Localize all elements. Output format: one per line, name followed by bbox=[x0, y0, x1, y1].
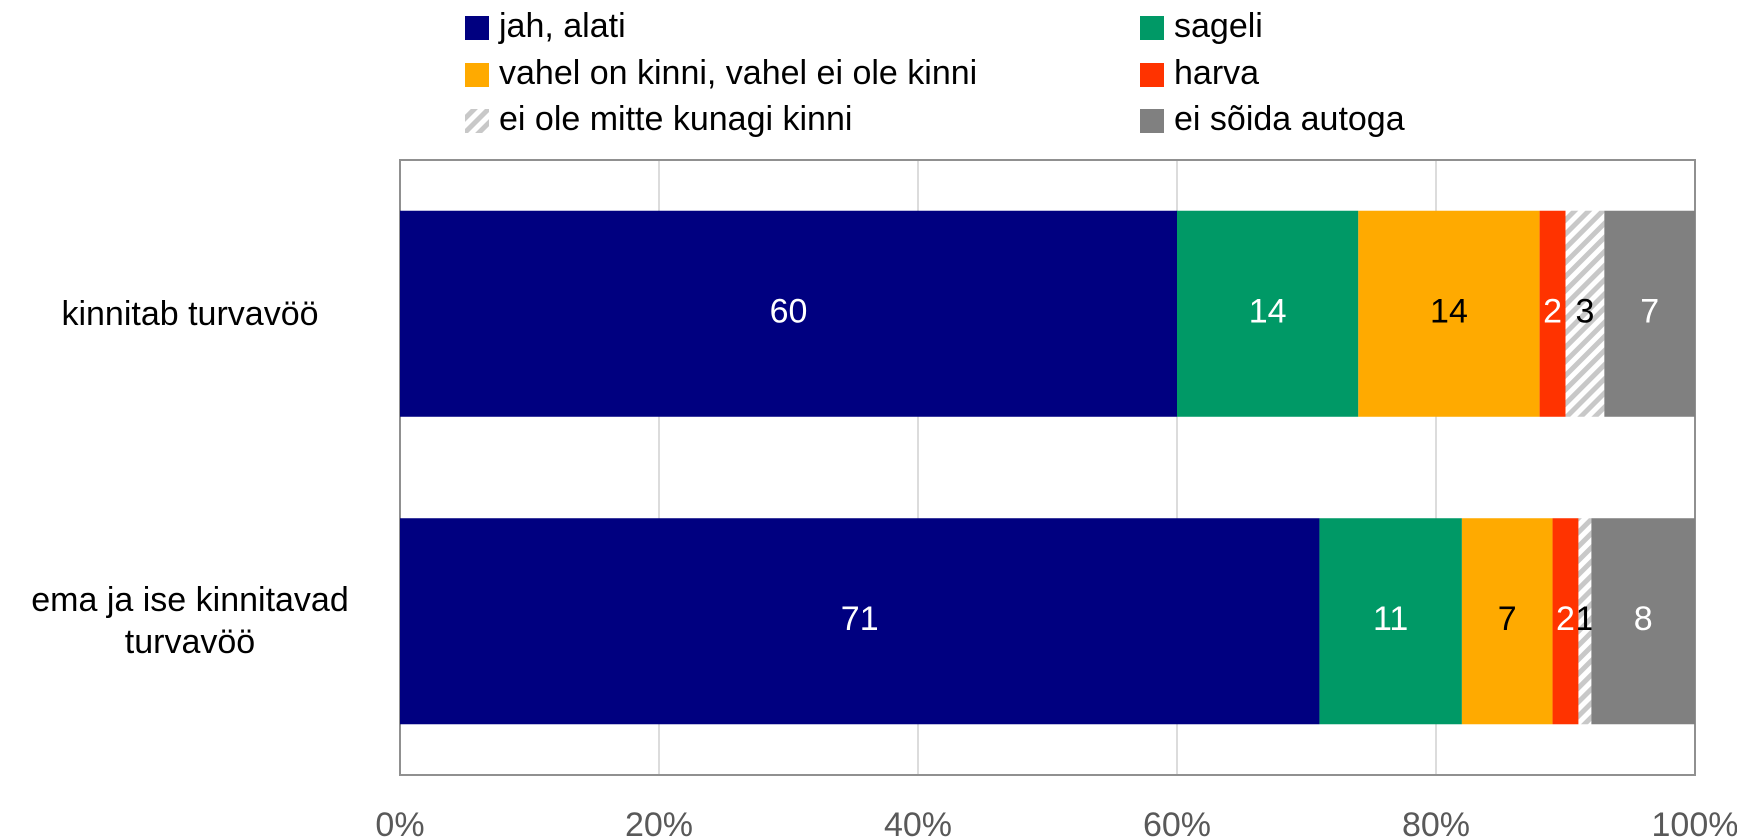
legend-swatch bbox=[465, 109, 489, 133]
legend-label: vahel on kinni, vahel ei ole kinni bbox=[499, 54, 977, 92]
bar-segment bbox=[1604, 210, 1695, 417]
value-label: 8 bbox=[1634, 600, 1653, 638]
value-label: 1 bbox=[1575, 600, 1594, 638]
x-tick-label: 40% bbox=[884, 806, 952, 840]
legend-swatch bbox=[1140, 109, 1164, 133]
category-label: ema ja ise kinnitavad turvavöö bbox=[31, 581, 349, 662]
value-label: 3 bbox=[1575, 293, 1594, 331]
x-tick-label: 0% bbox=[375, 806, 424, 840]
value-label: 14 bbox=[1430, 293, 1468, 331]
plot-frame bbox=[399, 159, 1696, 776]
bar-segment bbox=[1591, 518, 1695, 725]
legend-label: ei ole mitte kunagi kinni bbox=[499, 100, 852, 138]
value-label: 71 bbox=[841, 600, 879, 638]
value-label: 2 bbox=[1543, 293, 1562, 331]
bar-segment bbox=[1578, 518, 1592, 725]
value-label: 11 bbox=[1373, 600, 1408, 638]
x-tick-label: 60% bbox=[1143, 806, 1211, 840]
legend-label: harva bbox=[1174, 54, 1259, 92]
legend-swatch bbox=[465, 63, 489, 87]
value-label: 14 bbox=[1249, 293, 1287, 331]
legend-label: jah, alati bbox=[498, 7, 626, 45]
bar-segment bbox=[1552, 518, 1579, 725]
legend-label: ei sõida autoga bbox=[1174, 100, 1405, 138]
bar-segment bbox=[1358, 210, 1540, 417]
bar-segment bbox=[1319, 518, 1462, 725]
legend-swatch bbox=[1140, 63, 1164, 87]
bar-segment bbox=[1565, 210, 1605, 417]
legend-swatch bbox=[1140, 16, 1164, 40]
value-label: 7 bbox=[1498, 600, 1517, 638]
bar-segment bbox=[1461, 518, 1553, 725]
bar-segment bbox=[1539, 210, 1566, 417]
value-label: 7 bbox=[1640, 293, 1659, 331]
value-label: 60 bbox=[770, 293, 808, 331]
x-tick-label: 80% bbox=[1402, 806, 1470, 840]
bar-segment bbox=[1177, 210, 1359, 417]
legend-label: sageli bbox=[1174, 7, 1263, 45]
value-label: 2 bbox=[1556, 600, 1575, 638]
x-tick-label: 20% bbox=[625, 806, 693, 840]
bar-segment bbox=[400, 518, 1320, 725]
x-tick-label: 100% bbox=[1652, 806, 1737, 840]
legend-swatch bbox=[465, 16, 489, 40]
category-label: kinnitab turvavöö bbox=[61, 294, 319, 333]
bar-segment bbox=[400, 210, 1177, 417]
